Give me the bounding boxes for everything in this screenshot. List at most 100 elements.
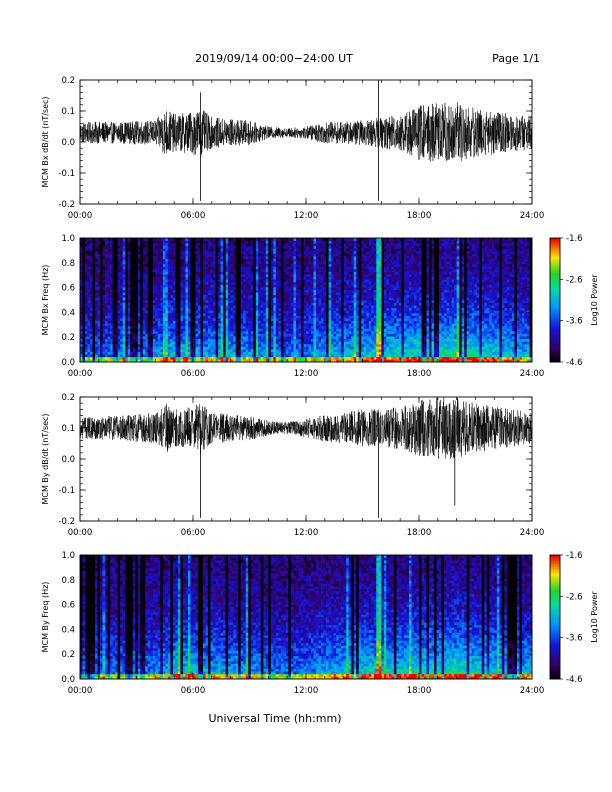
spectrogram-cell bbox=[278, 315, 282, 319]
spectrogram-cell bbox=[150, 320, 154, 324]
spectrogram-cell bbox=[85, 346, 88, 350]
spectrogram-cell bbox=[82, 238, 86, 241]
spectrogram-cell bbox=[170, 315, 174, 319]
spectrogram-cell bbox=[243, 336, 247, 340]
spectrogram-cell bbox=[115, 289, 118, 293]
spectrogram-cell bbox=[132, 279, 136, 283]
spectrogram-cell bbox=[318, 245, 322, 249]
spectrogram-cell bbox=[185, 354, 189, 358]
spectrogram-cell bbox=[82, 281, 86, 285]
spectrogram-cell bbox=[215, 248, 219, 252]
spectrogram-cell bbox=[230, 253, 234, 257]
spectrogram-cell bbox=[195, 263, 199, 267]
spectrogram-cell bbox=[82, 250, 86, 254]
spectrogram-cell bbox=[203, 240, 206, 244]
spectrogram-cell bbox=[230, 312, 234, 316]
spectrogram-cell bbox=[193, 354, 196, 358]
spectrogram-cell bbox=[210, 338, 214, 342]
spectrogram-cell bbox=[235, 294, 239, 298]
spectrogram-cell bbox=[265, 333, 269, 337]
spectrogram-cell bbox=[265, 343, 269, 347]
spectrogram-cell bbox=[107, 356, 111, 360]
spectrogram-cell bbox=[218, 315, 221, 319]
spectrogram-cell bbox=[122, 325, 126, 329]
spectrogram-cell bbox=[190, 359, 194, 363]
spectrogram-cell bbox=[117, 336, 121, 340]
spectrogram-cell bbox=[245, 245, 249, 249]
spectrogram-cell bbox=[228, 338, 231, 342]
spectrogram-cell bbox=[135, 269, 139, 272]
spectrogram-cell bbox=[100, 250, 103, 254]
spectrogram-cell bbox=[122, 258, 126, 262]
spectrogram-cell bbox=[270, 356, 274, 360]
spectrogram-cell bbox=[165, 287, 169, 290]
spectrogram-cell bbox=[120, 274, 123, 278]
spectrogram-cell bbox=[87, 289, 91, 293]
spectrogram-cell bbox=[268, 238, 272, 241]
spectrogram-cell bbox=[190, 354, 194, 358]
spectrogram-cell bbox=[122, 307, 126, 311]
spectrogram-cell bbox=[245, 287, 249, 290]
spectrogram-cell bbox=[253, 318, 257, 321]
spectrogram-cell bbox=[313, 354, 317, 358]
spectrogram-cell bbox=[97, 281, 101, 285]
spectrogram-cell bbox=[328, 238, 332, 241]
spectrogram-cell bbox=[238, 287, 242, 290]
spectrogram-cell bbox=[321, 250, 324, 254]
spectrogram-cell bbox=[175, 325, 179, 329]
spectrogram-cell bbox=[255, 305, 259, 309]
spectrogram-cell bbox=[117, 292, 121, 296]
spectrogram-cell bbox=[331, 297, 334, 301]
spectrogram-cell bbox=[280, 351, 284, 355]
spectrogram-cell bbox=[152, 284, 156, 288]
spectrogram-cell bbox=[328, 302, 332, 306]
spectrogram-cell bbox=[225, 256, 229, 259]
spectrogram-cell bbox=[92, 320, 96, 324]
spectrogram-cell bbox=[95, 292, 98, 296]
spectrogram-cell bbox=[290, 336, 294, 340]
spectrogram-cell bbox=[150, 318, 154, 321]
spectrogram-cell bbox=[290, 333, 294, 337]
spectrogram-cell bbox=[220, 338, 224, 342]
spectrogram-cell bbox=[223, 351, 226, 355]
spectrogram-cell bbox=[85, 274, 88, 278]
spectrogram-cell bbox=[80, 281, 83, 285]
spectrogram-cell bbox=[323, 253, 327, 257]
spectrogram-cell bbox=[278, 258, 282, 262]
spectrogram-cell bbox=[193, 250, 196, 254]
spectrogram-cell bbox=[288, 343, 292, 347]
spectrogram-cell bbox=[110, 287, 113, 290]
spectrogram-cell bbox=[273, 318, 277, 321]
spectrogram-cell bbox=[107, 266, 111, 270]
spectrogram-cell bbox=[306, 312, 309, 316]
spectrogram-cell bbox=[306, 318, 309, 321]
spectrogram-cell bbox=[125, 320, 129, 324]
spectrogram-cell bbox=[313, 292, 317, 296]
spectrogram-cell bbox=[328, 269, 332, 272]
spectrogram-cell bbox=[283, 346, 287, 350]
spectrogram-cell bbox=[331, 354, 334, 358]
spectrogram-cell bbox=[92, 336, 96, 340]
spectrogram-cell bbox=[150, 294, 154, 298]
spectrogram-cell bbox=[278, 333, 282, 337]
spectrogram-cell bbox=[110, 315, 113, 319]
spectrogram-cell bbox=[280, 256, 284, 259]
spectrogram-cell bbox=[300, 359, 304, 363]
spectrogram-cell bbox=[125, 346, 129, 350]
spectrogram-cell bbox=[283, 318, 287, 321]
spectrogram-cell bbox=[238, 315, 242, 319]
spectrogram-cell bbox=[172, 274, 176, 278]
spectrogram-cell bbox=[150, 261, 154, 265]
spectrogram-cell bbox=[285, 333, 289, 337]
spectrogram-cell bbox=[190, 302, 194, 306]
spectrogram-cell bbox=[311, 315, 314, 319]
spectrogram-cell bbox=[308, 333, 312, 337]
spectrogram-cell bbox=[85, 300, 88, 303]
spectrogram-cell bbox=[122, 297, 126, 301]
spectrogram-cell bbox=[182, 261, 186, 265]
spectrogram-cell bbox=[145, 289, 149, 293]
spectrogram-cell bbox=[208, 349, 211, 352]
spectrogram-cell bbox=[210, 300, 214, 303]
spectrogram-cell bbox=[213, 266, 216, 270]
spectrogram-cell bbox=[328, 266, 332, 270]
